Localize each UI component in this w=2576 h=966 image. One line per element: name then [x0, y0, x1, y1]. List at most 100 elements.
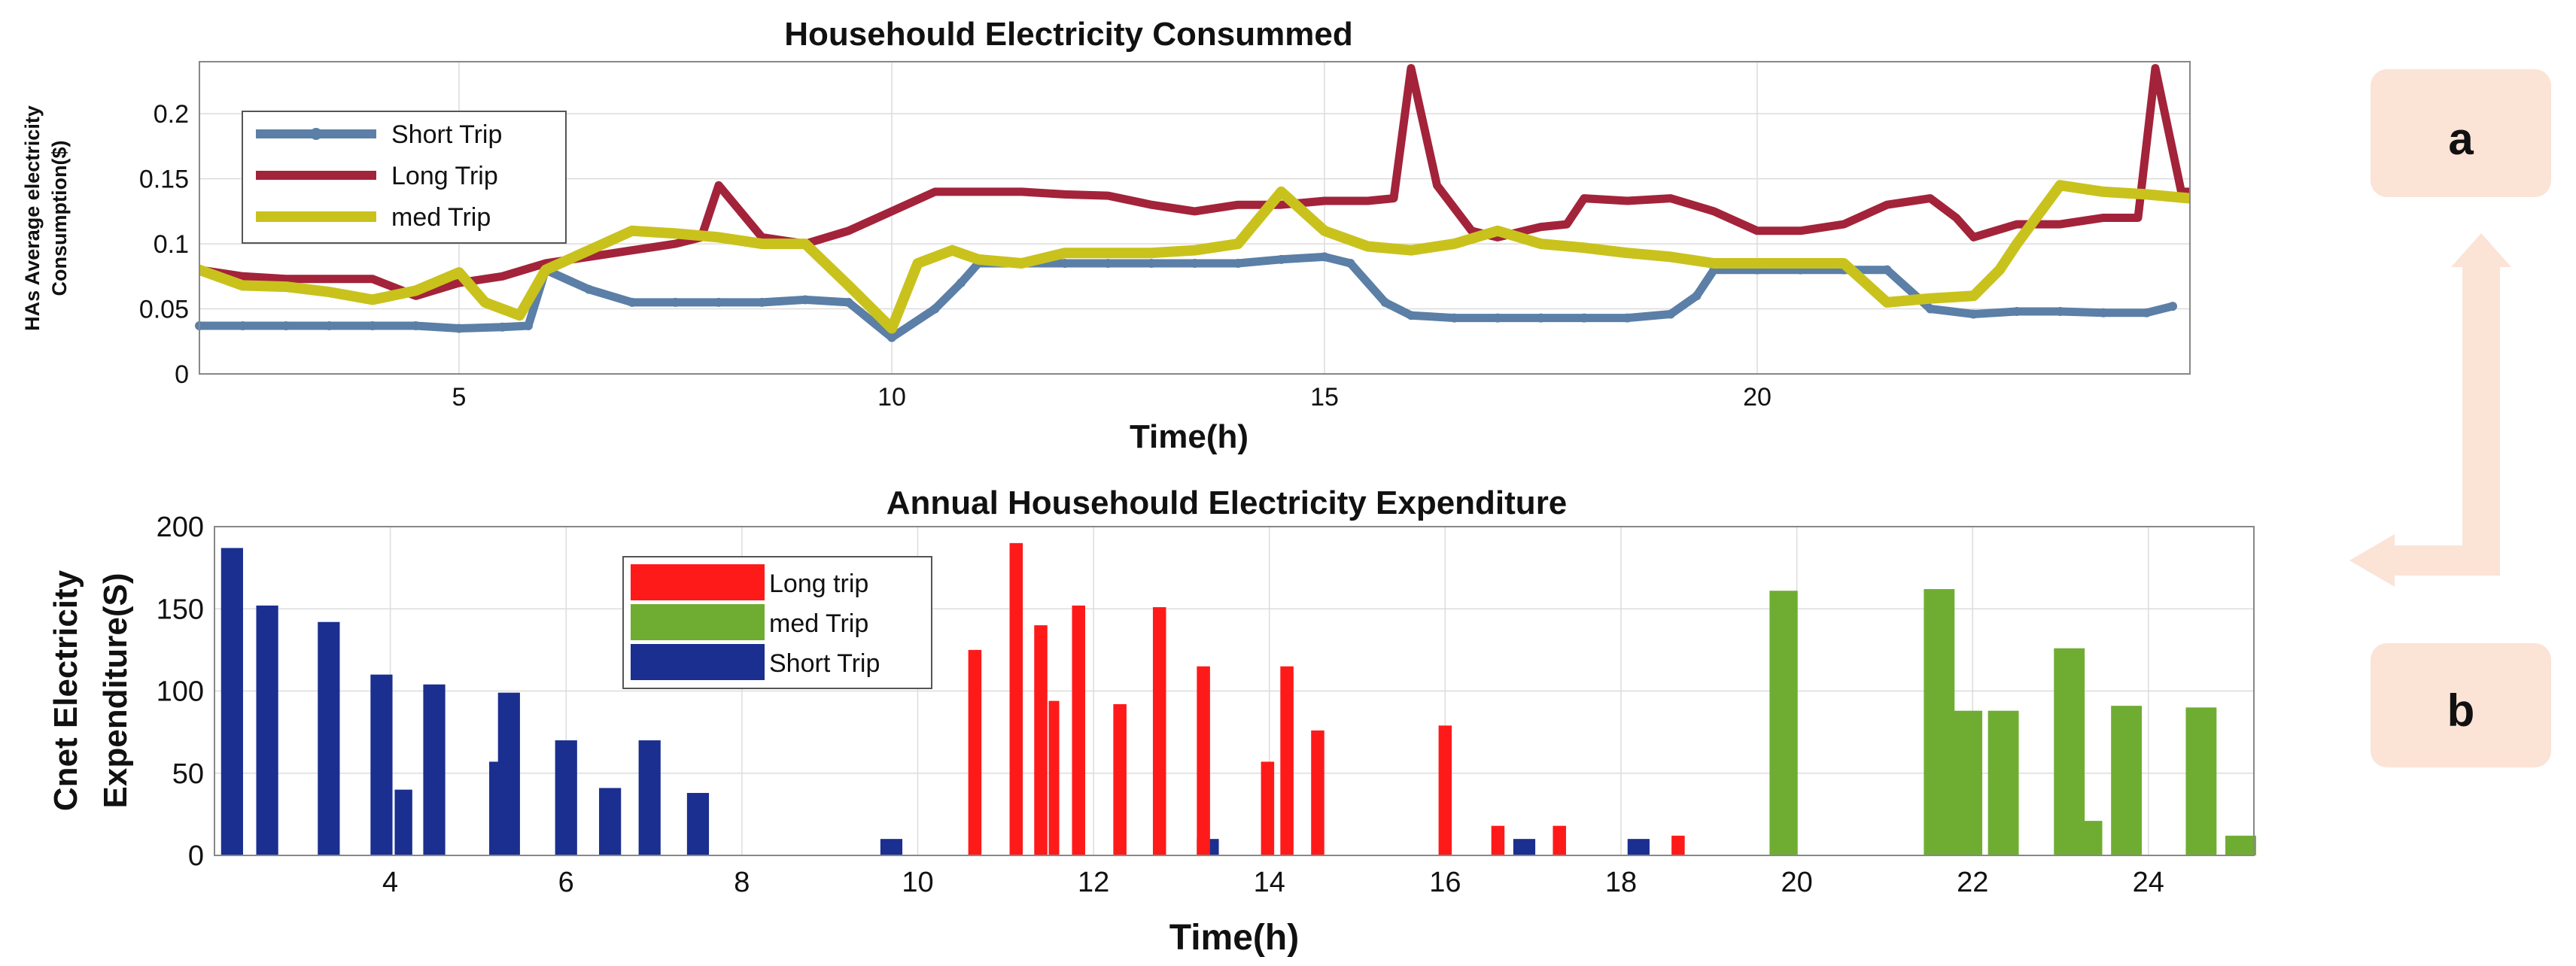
series-point-short — [1276, 254, 1286, 264]
bar-short-trip — [599, 788, 622, 855]
series-point-short — [1493, 313, 1502, 323]
chart-b-xtick-label: 6 — [558, 867, 574, 898]
series-point-short — [2168, 302, 2177, 311]
chart-b-xtick-label: 16 — [1429, 867, 1461, 898]
chart-a-plot-area — [199, 61, 2191, 375]
legend-label-short-trip: Short Trip — [769, 649, 880, 678]
series-point-short — [801, 295, 810, 305]
series-point-short — [1692, 291, 1702, 301]
bar-short-trip — [318, 621, 340, 855]
chart-a-xtick-label: 5 — [452, 383, 467, 412]
panel-annotations: a b — [2349, 69, 2551, 767]
chart-b-xtick-label: 8 — [734, 867, 750, 898]
chart-b-y-ticks: 0 50 100 150 200 — [157, 512, 204, 872]
series-point-short — [956, 278, 966, 287]
chart-b-xtick-label: 14 — [1254, 867, 1285, 898]
panel-a-box — [2371, 69, 2551, 197]
chart-b-ylabel-line1: Cnet Electricity — [47, 570, 84, 811]
chart-a-ytick-label: 0.15 — [139, 166, 189, 194]
chart-b-xtick-label: 4 — [382, 867, 398, 898]
bar-long-trip — [1197, 666, 1210, 855]
chart-b-x-ticks: 4 6 8 10 12 14 16 18 20 22 24 — [382, 867, 2164, 898]
panel-b-label: b — [2447, 685, 2475, 736]
chart-b-xtick-label: 18 — [1605, 867, 1637, 898]
bar-long-trip — [1152, 607, 1166, 855]
legend-label-med-trip: med Trip — [769, 609, 868, 638]
series-point-short — [887, 333, 896, 342]
chart-b-xtick-label: 10 — [902, 867, 933, 898]
chart-a-ytick-label: 0.05 — [139, 296, 189, 324]
bar-long-trip — [1113, 703, 1127, 855]
series-point-short — [714, 297, 723, 307]
bar-long-trip — [1048, 700, 1060, 855]
bar-short-trip — [686, 792, 710, 855]
legend-swatch-short-trip — [631, 644, 765, 680]
bar-med-trip — [2185, 707, 2217, 855]
series-point-short — [584, 284, 594, 294]
legend-swatch-long-trip — [631, 564, 765, 600]
series-point-short — [411, 321, 421, 331]
bar-med-trip — [1988, 710, 2019, 855]
bar-med-trip — [1769, 591, 1798, 855]
bar-short-trip — [638, 740, 661, 855]
series-point-short — [524, 321, 533, 331]
bar-med-trip — [1954, 710, 1983, 855]
series-point-short — [2055, 307, 2065, 316]
bar-short-trip — [394, 789, 412, 855]
chart-a-legend: Short Trip Long Trip med Trip — [242, 111, 567, 244]
legend-marker-short — [310, 128, 322, 140]
series-point-short — [1060, 259, 1069, 269]
chart-b-title: Annual Househould Electricity Expenditur… — [887, 485, 1568, 521]
series-point-short — [1346, 259, 1355, 269]
series-point-short — [2099, 308, 2108, 317]
series-point-short — [1380, 297, 1390, 307]
chart-a: Househould Electricity Consummed 0 0.05 0.… — [21, 16, 2191, 455]
series-point-short — [1666, 309, 1675, 319]
bar-short-trip — [1627, 839, 1650, 855]
chart-b-legend: Long trip med Trip Short Trip — [622, 556, 932, 689]
bar-short-trip — [423, 684, 446, 855]
bar-med-trip — [2111, 706, 2143, 855]
series-point-short — [1233, 259, 1242, 269]
series-point-short — [930, 304, 940, 314]
series-point-short — [1147, 259, 1156, 269]
connector-arrow-icon — [2349, 233, 2511, 587]
series-point-short — [757, 297, 767, 307]
legend-swatch-med-trip — [631, 604, 765, 640]
chart-a-ylabel-line1: HAs Average electricity — [21, 105, 44, 331]
series-point-short — [1449, 313, 1459, 323]
series-point-short — [844, 297, 853, 307]
bar-long-trip — [1553, 825, 1566, 855]
chart-a-xtick-label: 15 — [1310, 383, 1339, 412]
chart-b-plot-area — [214, 526, 2255, 856]
chart-a-ytick-label: 0.1 — [154, 230, 189, 259]
series-point-short — [324, 321, 334, 331]
bar-long-trip — [1491, 825, 1505, 855]
chart-b-ytick-label: 50 — [172, 758, 204, 790]
chart-b-ytick-label: 100 — [157, 676, 204, 708]
chart-b-xlabel: Time(h) — [1169, 918, 1299, 958]
bar-short-trip — [256, 605, 278, 855]
series-point-short — [281, 321, 290, 331]
chart-a-xlabel: Time(h) — [1130, 418, 1248, 455]
series-point-short — [497, 322, 507, 332]
bar-long-trip — [1438, 725, 1452, 855]
series-point-short — [1926, 304, 1935, 314]
series-point-short — [2012, 307, 2021, 316]
chart-b-xtick-label: 20 — [1781, 867, 1812, 898]
chart-a-xtick-label: 20 — [1743, 383, 1772, 412]
bar-med-trip — [1924, 589, 1955, 855]
chart-b-bars — [220, 542, 2256, 855]
series-point-short — [1580, 313, 1589, 323]
chart-b-xtick-label: 12 — [1078, 867, 1109, 898]
panel-a-label: a — [2448, 114, 2474, 164]
series-point-short — [455, 324, 464, 333]
panel-b-box — [2371, 643, 2551, 767]
bar-long-trip — [1311, 730, 1324, 855]
chart-a-title: Househould Electricity Consummed — [784, 16, 1352, 53]
bar-short-trip — [880, 839, 903, 855]
chart-b-ytick-label: 0 — [188, 840, 204, 872]
chart-b-ytick-label: 150 — [157, 594, 204, 625]
legend-label-long-trip: Long trip — [769, 570, 868, 598]
